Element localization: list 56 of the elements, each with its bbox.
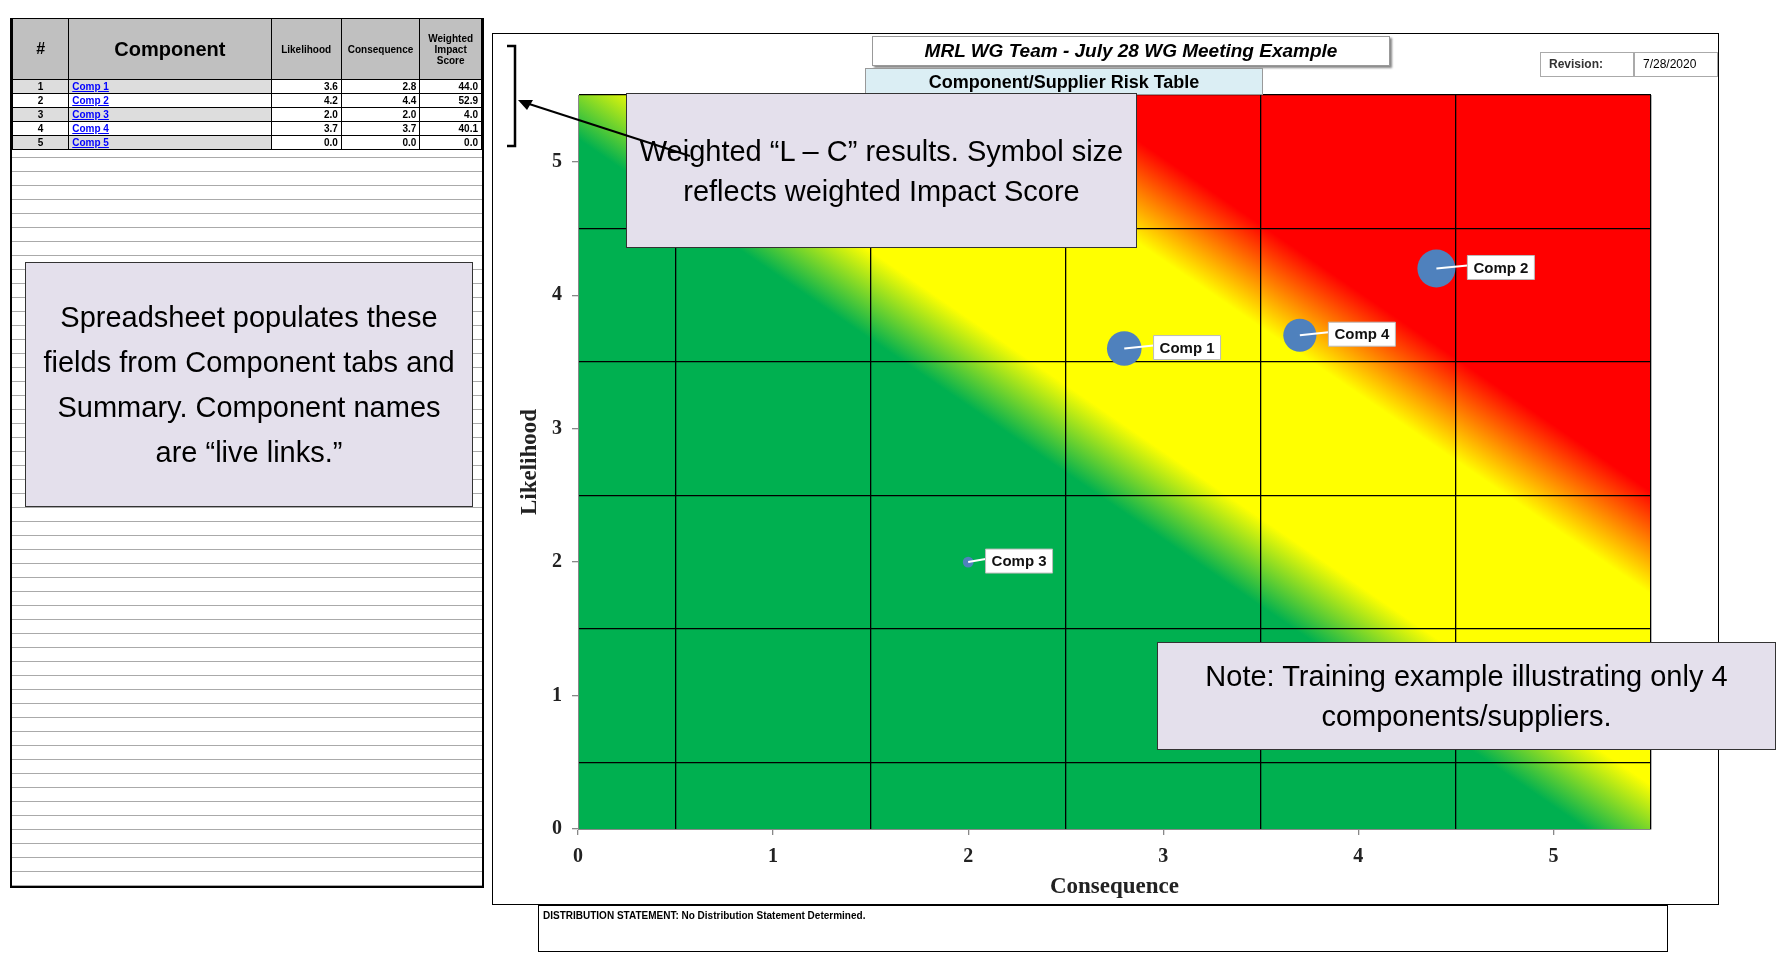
- series-label: Comp 4: [1334, 325, 1391, 343]
- text: 0.0: [271, 135, 342, 150]
- text: 4.0: [419, 107, 482, 122]
- text: #: [12, 18, 69, 80]
- y-tick-label: 5: [552, 148, 562, 171]
- x-tick-label: 5: [1548, 844, 1559, 867]
- text: 7/28/2020: [1634, 52, 1718, 77]
- text: 2: [12, 93, 69, 108]
- callout-box: Weighted “L – C” results. Symbol size reflects weighted Impact Score: [626, 93, 1137, 248]
- chart-subtitle: Component/Supplier Risk Table: [865, 68, 1263, 95]
- text: 4: [12, 121, 69, 136]
- text: Component: [68, 18, 271, 80]
- y-tick-label: 2: [552, 549, 562, 572]
- series-label: Comp 1: [1159, 338, 1215, 356]
- text: 0.0: [341, 135, 420, 150]
- text: Likelihood: [271, 18, 342, 80]
- text: 3.6: [271, 79, 342, 94]
- text: 4.4: [341, 93, 420, 108]
- text: 44.0: [419, 79, 482, 94]
- y-tick-label: 3: [552, 415, 562, 438]
- text: 3: [12, 107, 69, 122]
- text: 2.8: [341, 79, 420, 94]
- callout-box: Note: Training example illustrating only 4 components/suppliers.: [1157, 642, 1776, 750]
- text: Comp 3: [68, 107, 271, 122]
- y-tick-label: 0: [552, 816, 562, 839]
- x-tick-label: 3: [1158, 844, 1169, 867]
- text: DISTRIBUTION STATEMENT: No Distribution Statement Determined.: [538, 905, 1668, 952]
- text: 5: [12, 135, 69, 150]
- text: 3.7: [341, 121, 420, 136]
- text: 3.7: [271, 121, 342, 136]
- text: Comp 5: [68, 135, 271, 150]
- text: 52.9: [419, 93, 482, 108]
- text: Consequence: [341, 18, 420, 80]
- text: 4.2: [271, 93, 342, 108]
- text: Revision:: [1540, 52, 1634, 77]
- x-tick-label: 4: [1353, 844, 1364, 867]
- text: Comp 4: [68, 121, 271, 136]
- text: 2.0: [341, 107, 420, 122]
- text: 2.0: [271, 107, 342, 122]
- chart-title: MRL WG Team - July 28 WG Meeting Example: [872, 36, 1390, 66]
- text: 0.0: [419, 135, 482, 150]
- y-tick-label: 4: [552, 282, 562, 305]
- text: 40.1: [419, 121, 482, 136]
- text: Weighted Impact Score: [419, 18, 482, 80]
- text: Comp 2: [68, 93, 271, 108]
- text: 1: [12, 79, 69, 94]
- x-tick-label: 1: [768, 844, 779, 867]
- x-axis-title: Consequence: [1049, 873, 1180, 899]
- y-tick-label: 1: [552, 682, 562, 705]
- text: Comp 1: [68, 79, 271, 94]
- y-axis-title: Likelihood: [515, 408, 541, 516]
- x-tick-label: 0: [573, 844, 583, 867]
- series-label: Comp 2: [1473, 258, 1529, 276]
- callout-box: Spreadsheet populates these fields from Component tabs and Summary. Component names are “live links.”: [25, 262, 473, 507]
- series-label: Comp 3: [991, 552, 1047, 570]
- x-tick-label: 2: [963, 844, 974, 867]
